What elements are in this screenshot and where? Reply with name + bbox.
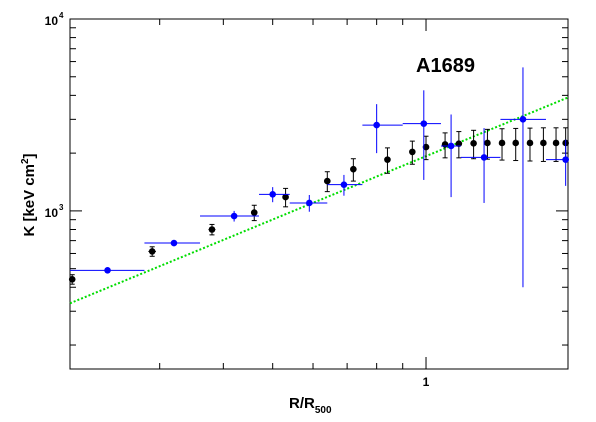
blue-series-point [447,142,455,150]
black-series-point [350,165,357,173]
black-series-point [68,276,76,283]
black-series-point [552,139,560,147]
data-points-group [68,67,569,288]
black-series-point [208,226,216,233]
black-series-point [512,139,520,147]
y-axis-label-close: ] [21,153,38,158]
black-series-point [484,139,491,147]
blue-series-point [306,199,313,207]
y-axis-label-main: K [keV cm [21,164,38,237]
y-tick-label: 10 [45,14,59,28]
blue-series-point [519,116,527,123]
blue-series-point [480,154,488,161]
black-series-point [409,148,416,156]
black-series-point [470,140,477,147]
black-series-point [282,193,289,201]
black-series-point [540,139,547,147]
axis-ticks [69,19,568,369]
black-series-point [526,139,534,147]
model-line [69,96,569,305]
blue-series-point [420,120,428,127]
blue-series-point [104,267,111,274]
blue-series-point [340,181,348,188]
y-axis-label: K [keV cm2] [20,153,38,236]
x-axis-label-main: R/R [289,395,315,412]
cluster-annotation: A1689 [416,55,475,77]
y-tick-label-exp: 3 [59,203,64,212]
x-axis-label-sub: 500 [315,405,332,416]
black-series-point [250,209,258,216]
black-series-point [148,248,156,255]
blue-series-point [170,239,178,247]
black-series-point [384,156,391,163]
black-series-point [455,140,463,147]
blue-series-point [373,121,380,129]
black-series-point [441,141,449,148]
model-line-group [69,96,569,305]
y-axis-label-sup: 2 [20,158,31,164]
x-tick-label: 1 [423,375,430,389]
y-tick-label: 10 [45,206,59,220]
black-series-point [498,139,506,147]
black-series-point [323,177,331,185]
x-axis-label: R/R500 [289,395,332,416]
blue-series-point [269,191,276,198]
black-series-point [422,143,430,151]
y-tick-label-exp: 4 [59,11,64,20]
plot-frame [69,18,569,370]
blue-series-point [562,156,569,163]
blue-series-point [230,212,238,220]
